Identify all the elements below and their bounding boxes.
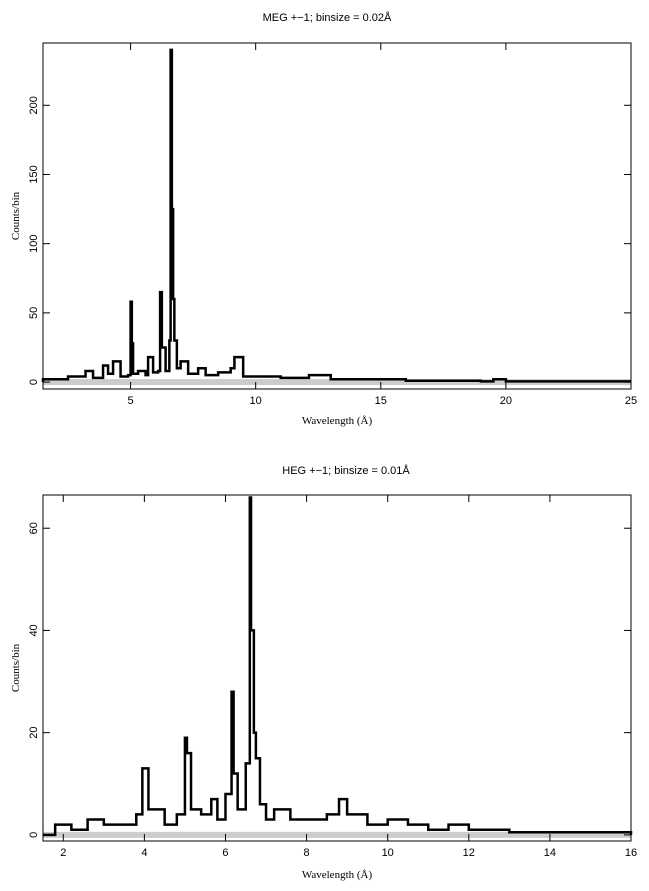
meg-background-band <box>43 379 631 386</box>
heg-y-axis-label: Counts/bin <box>10 643 22 692</box>
meg-panel: MEG +−1; binsize = 0.02Å 5 10 15 20 25 0 50 10… <box>10 11 637 427</box>
meg-x-tick-label: 5 <box>128 395 134 407</box>
meg-x-tick-label: 25 <box>625 395 637 407</box>
heg-series-line-0 <box>43 496 633 837</box>
heg-panel: HEG +−1; binsize = 0.01Å 2 4 6 8 10 12 14 16 0 2… <box>10 464 637 881</box>
heg-y-tick-label: 20 <box>28 727 40 739</box>
heg-x-tick-label: 10 <box>382 847 394 859</box>
meg-x-tick-label: 20 <box>500 395 512 407</box>
heg-y-tick-label: 40 <box>28 624 40 636</box>
heg-x-tick-label: 6 <box>222 847 228 859</box>
heg-background-band <box>43 831 631 838</box>
meg-y-tick-label: 0 <box>28 379 40 385</box>
meg-series-line-0 <box>41 48 631 383</box>
heg-x-tick-label: 12 <box>463 847 475 859</box>
heg-plot-frame <box>42 494 632 842</box>
heg-x-axis-label: Wavelength (Å) <box>302 869 373 881</box>
heg-x-tick-label: 14 <box>544 847 556 859</box>
meg-y-axis-label: Counts/bin <box>10 191 22 240</box>
heg-x-ticks: 2 4 6 8 10 12 14 16 <box>60 495 637 859</box>
meg-y-ticks: 0 50 100 150 200 <box>28 96 631 385</box>
meg-series-group <box>41 48 631 386</box>
heg-series-group <box>43 496 633 838</box>
heg-x-tick-label: 8 <box>304 847 310 859</box>
meg-y-tick-label: 50 <box>28 307 40 319</box>
heg-x-tick-label: 2 <box>60 847 66 859</box>
heg-y-ticks: 0 20 40 60 <box>28 522 631 838</box>
heg-y-tick-label: 0 <box>28 832 40 838</box>
meg-chart-title: MEG +−1; binsize = 0.02Å <box>263 11 392 24</box>
meg-y-tick-label: 150 <box>28 165 40 183</box>
heg-x-tick-label: 16 <box>625 847 637 859</box>
heg-chart-title: HEG +−1; binsize = 0.01Å <box>282 464 410 477</box>
meg-x-ticks: 5 10 15 20 25 <box>128 43 637 407</box>
meg-x-axis-label: Wavelength (Å) <box>302 415 373 427</box>
meg-y-tick-label: 100 <box>28 235 40 253</box>
meg-x-tick-label: 15 <box>375 395 387 407</box>
heg-y-tick-label: 60 <box>28 522 40 534</box>
meg-y-tick-label: 200 <box>28 96 40 114</box>
meg-x-tick-label: 10 <box>250 395 262 407</box>
heg-x-tick-label: 4 <box>141 847 147 859</box>
meg-plot-frame <box>42 42 632 390</box>
